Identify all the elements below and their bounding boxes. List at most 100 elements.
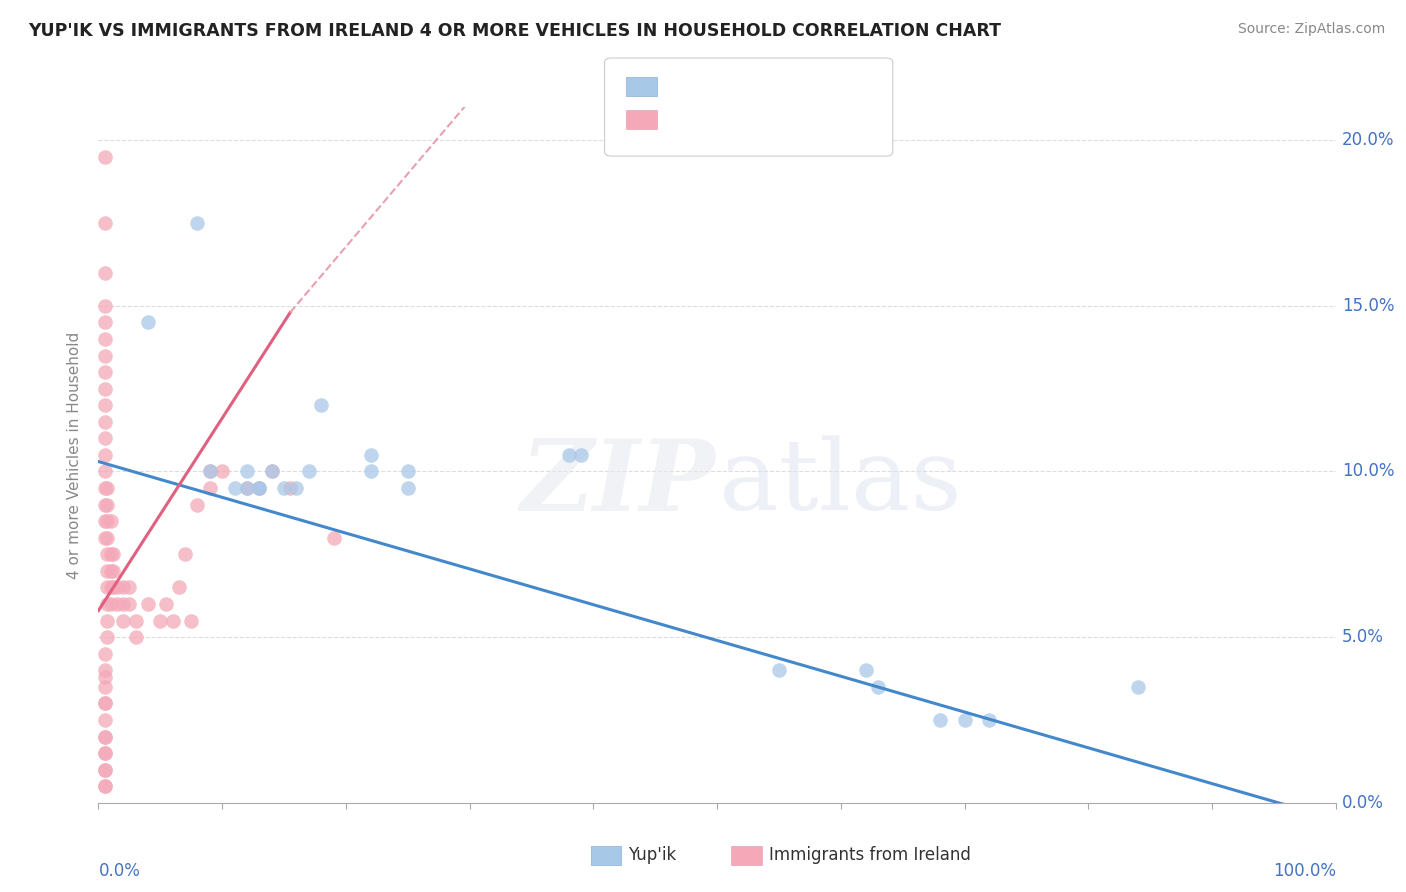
Point bbox=[93, 713, 115, 727]
Text: YUP'IK VS IMMIGRANTS FROM IRELAND 4 OR MORE VEHICLES IN HOUSEHOLD CORRELATION CH: YUP'IK VS IMMIGRANTS FROM IRELAND 4 OR M… bbox=[28, 22, 1001, 40]
Point bbox=[866, 680, 889, 694]
Point bbox=[93, 481, 115, 495]
Point bbox=[322, 531, 344, 545]
Point bbox=[273, 481, 295, 495]
Point bbox=[979, 713, 1001, 727]
Point bbox=[396, 481, 419, 495]
Point bbox=[396, 465, 419, 479]
Point bbox=[93, 779, 115, 793]
Point bbox=[96, 498, 118, 512]
Point bbox=[100, 547, 122, 561]
Point bbox=[93, 315, 115, 329]
Point bbox=[93, 448, 115, 462]
Point bbox=[96, 547, 118, 561]
Point bbox=[360, 465, 382, 479]
Text: atlas: atlas bbox=[720, 435, 962, 531]
Point bbox=[928, 713, 950, 727]
Point bbox=[100, 597, 122, 611]
Point bbox=[198, 465, 221, 479]
Text: Immigrants from Ireland: Immigrants from Ireland bbox=[769, 847, 972, 864]
Point bbox=[236, 465, 259, 479]
Point bbox=[93, 465, 115, 479]
Point bbox=[93, 730, 115, 744]
Text: Source: ZipAtlas.com: Source: ZipAtlas.com bbox=[1237, 22, 1385, 37]
Point bbox=[136, 597, 159, 611]
Point bbox=[93, 150, 115, 164]
Point bbox=[247, 481, 270, 495]
Point bbox=[93, 531, 115, 545]
Point bbox=[93, 514, 115, 528]
Point bbox=[855, 663, 877, 677]
Point bbox=[93, 746, 115, 760]
Text: 5.0%: 5.0% bbox=[1341, 628, 1384, 646]
Point bbox=[96, 630, 118, 644]
Point bbox=[93, 670, 115, 684]
Point bbox=[149, 614, 172, 628]
Point bbox=[112, 581, 135, 595]
Point bbox=[93, 746, 115, 760]
Point bbox=[278, 481, 301, 495]
Point bbox=[118, 581, 141, 595]
Point bbox=[105, 581, 128, 595]
Text: 20.0%: 20.0% bbox=[1341, 131, 1395, 149]
Point bbox=[118, 597, 141, 611]
Point bbox=[93, 415, 115, 429]
Point bbox=[96, 597, 118, 611]
Point bbox=[93, 299, 115, 313]
Point bbox=[112, 597, 135, 611]
Point bbox=[569, 448, 592, 462]
Point bbox=[93, 680, 115, 694]
Point bbox=[96, 581, 118, 595]
Point bbox=[103, 547, 125, 561]
Point bbox=[93, 266, 115, 280]
Point bbox=[309, 398, 332, 412]
Text: Yup'ik: Yup'ik bbox=[628, 847, 676, 864]
Point bbox=[100, 581, 122, 595]
Point bbox=[298, 465, 321, 479]
Point bbox=[186, 498, 208, 512]
Point bbox=[236, 481, 259, 495]
Point bbox=[93, 763, 115, 777]
Point bbox=[100, 564, 122, 578]
Point bbox=[93, 498, 115, 512]
Point bbox=[93, 697, 115, 711]
Point bbox=[167, 581, 190, 595]
Point bbox=[96, 514, 118, 528]
Point bbox=[247, 481, 270, 495]
Point bbox=[162, 614, 184, 628]
Text: 15.0%: 15.0% bbox=[1341, 297, 1395, 315]
Point bbox=[260, 465, 283, 479]
Point bbox=[180, 614, 202, 628]
Point bbox=[260, 465, 283, 479]
Point bbox=[96, 481, 118, 495]
Point bbox=[100, 514, 122, 528]
Point bbox=[93, 398, 115, 412]
Point bbox=[93, 382, 115, 396]
Text: R = -0.600  N = 26: R = -0.600 N = 26 bbox=[668, 78, 825, 95]
Point bbox=[198, 481, 221, 495]
Point bbox=[93, 779, 115, 793]
Point bbox=[93, 332, 115, 346]
Point bbox=[768, 663, 790, 677]
Point bbox=[93, 697, 115, 711]
Point bbox=[360, 448, 382, 462]
Point bbox=[103, 564, 125, 578]
Point bbox=[93, 365, 115, 379]
Point bbox=[236, 481, 259, 495]
Text: 10.0%: 10.0% bbox=[1341, 462, 1395, 481]
Point bbox=[211, 465, 233, 479]
Point bbox=[953, 713, 976, 727]
Point bbox=[155, 597, 177, 611]
Point bbox=[93, 431, 115, 445]
Point bbox=[285, 481, 308, 495]
Point bbox=[224, 481, 246, 495]
Point bbox=[93, 216, 115, 230]
Point bbox=[247, 481, 270, 495]
Point bbox=[124, 630, 146, 644]
Point bbox=[93, 349, 115, 363]
Point bbox=[198, 465, 221, 479]
Point bbox=[186, 216, 208, 230]
Point bbox=[96, 614, 118, 628]
Point bbox=[174, 547, 197, 561]
Point bbox=[557, 448, 579, 462]
